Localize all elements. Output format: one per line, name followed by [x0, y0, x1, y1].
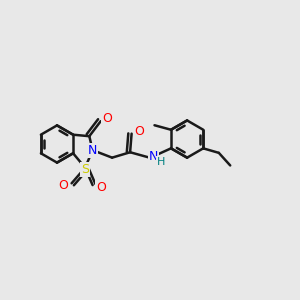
Text: O: O: [102, 112, 112, 125]
Text: S: S: [81, 163, 89, 176]
Text: N: N: [88, 144, 97, 157]
Text: O: O: [96, 181, 106, 194]
Text: H: H: [157, 157, 165, 167]
Text: N: N: [148, 150, 158, 163]
Text: O: O: [58, 179, 68, 192]
Text: O: O: [134, 125, 144, 138]
